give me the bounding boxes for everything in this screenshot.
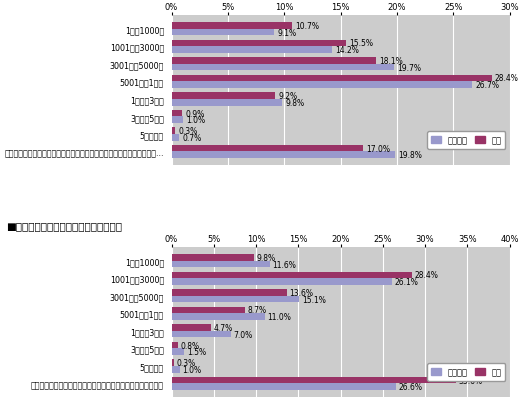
Text: 28.4%: 28.4% xyxy=(495,74,519,83)
Bar xyxy=(172,279,392,285)
Text: 17.0%: 17.0% xyxy=(367,144,391,153)
Bar xyxy=(172,128,175,134)
Text: 9.1%: 9.1% xyxy=(278,28,296,37)
Bar xyxy=(172,30,274,36)
Bar xyxy=(172,384,396,390)
Bar xyxy=(172,272,412,279)
Bar xyxy=(172,82,472,89)
Text: 11.6%: 11.6% xyxy=(272,260,296,269)
Legend: タイトル, 全体: タイトル, 全体 xyxy=(427,132,505,149)
Text: 9.8%: 9.8% xyxy=(257,253,276,262)
Bar xyxy=(172,145,363,152)
Bar xyxy=(172,23,292,30)
Text: ■一ヶ月でオンラインゲームに使う金額: ■一ヶ月でオンラインゲームに使う金額 xyxy=(6,221,122,231)
Text: 0.7%: 0.7% xyxy=(183,133,202,143)
Bar xyxy=(172,313,265,320)
Text: 19.8%: 19.8% xyxy=(398,151,422,160)
Bar xyxy=(172,65,394,71)
Bar xyxy=(172,75,491,82)
Bar xyxy=(172,58,375,65)
Text: 33.6%: 33.6% xyxy=(458,376,482,385)
Bar xyxy=(172,152,395,159)
Text: 13.6%: 13.6% xyxy=(289,288,313,297)
Text: 11.0%: 11.0% xyxy=(267,312,291,321)
Text: 14.2%: 14.2% xyxy=(335,46,359,55)
Text: 4.7%: 4.7% xyxy=(214,323,233,332)
Text: 1.5%: 1.5% xyxy=(187,347,206,356)
Text: 8.7%: 8.7% xyxy=(248,306,267,315)
Bar xyxy=(172,134,179,141)
Bar xyxy=(172,296,299,303)
Bar xyxy=(172,254,254,261)
Bar xyxy=(172,100,282,106)
Text: 1.0%: 1.0% xyxy=(183,365,202,374)
Bar xyxy=(172,377,456,384)
Text: 26.1%: 26.1% xyxy=(395,277,419,286)
Bar xyxy=(172,289,287,296)
Bar xyxy=(172,40,346,47)
Bar xyxy=(172,111,182,117)
Text: 10.7%: 10.7% xyxy=(295,22,319,31)
Bar xyxy=(172,117,183,124)
Text: 18.1%: 18.1% xyxy=(379,57,402,66)
Bar xyxy=(172,93,275,100)
Text: 26.7%: 26.7% xyxy=(476,81,500,90)
Bar xyxy=(172,261,270,268)
Text: 15.1%: 15.1% xyxy=(302,295,326,304)
Bar xyxy=(172,342,178,348)
Bar xyxy=(172,331,231,338)
Bar xyxy=(172,47,332,54)
Text: 28.4%: 28.4% xyxy=(414,271,438,280)
Text: 7.0%: 7.0% xyxy=(233,330,253,339)
Text: 0.8%: 0.8% xyxy=(181,341,200,350)
Text: 19.7%: 19.7% xyxy=(397,64,421,72)
Text: 1.0%: 1.0% xyxy=(186,116,205,125)
Bar xyxy=(172,348,184,355)
Text: 0.9%: 0.9% xyxy=(185,109,204,118)
Text: 26.6%: 26.6% xyxy=(399,382,423,391)
Bar xyxy=(172,324,211,331)
Text: 0.3%: 0.3% xyxy=(177,358,196,367)
Text: 0.3%: 0.3% xyxy=(178,127,198,136)
Text: 15.5%: 15.5% xyxy=(349,39,373,48)
Text: 9.2%: 9.2% xyxy=(279,92,298,101)
Text: 9.8%: 9.8% xyxy=(285,98,305,107)
Bar xyxy=(172,359,174,366)
Legend: タイトル, 全体: タイトル, 全体 xyxy=(427,364,505,381)
Bar xyxy=(172,366,180,373)
Bar xyxy=(172,307,245,313)
